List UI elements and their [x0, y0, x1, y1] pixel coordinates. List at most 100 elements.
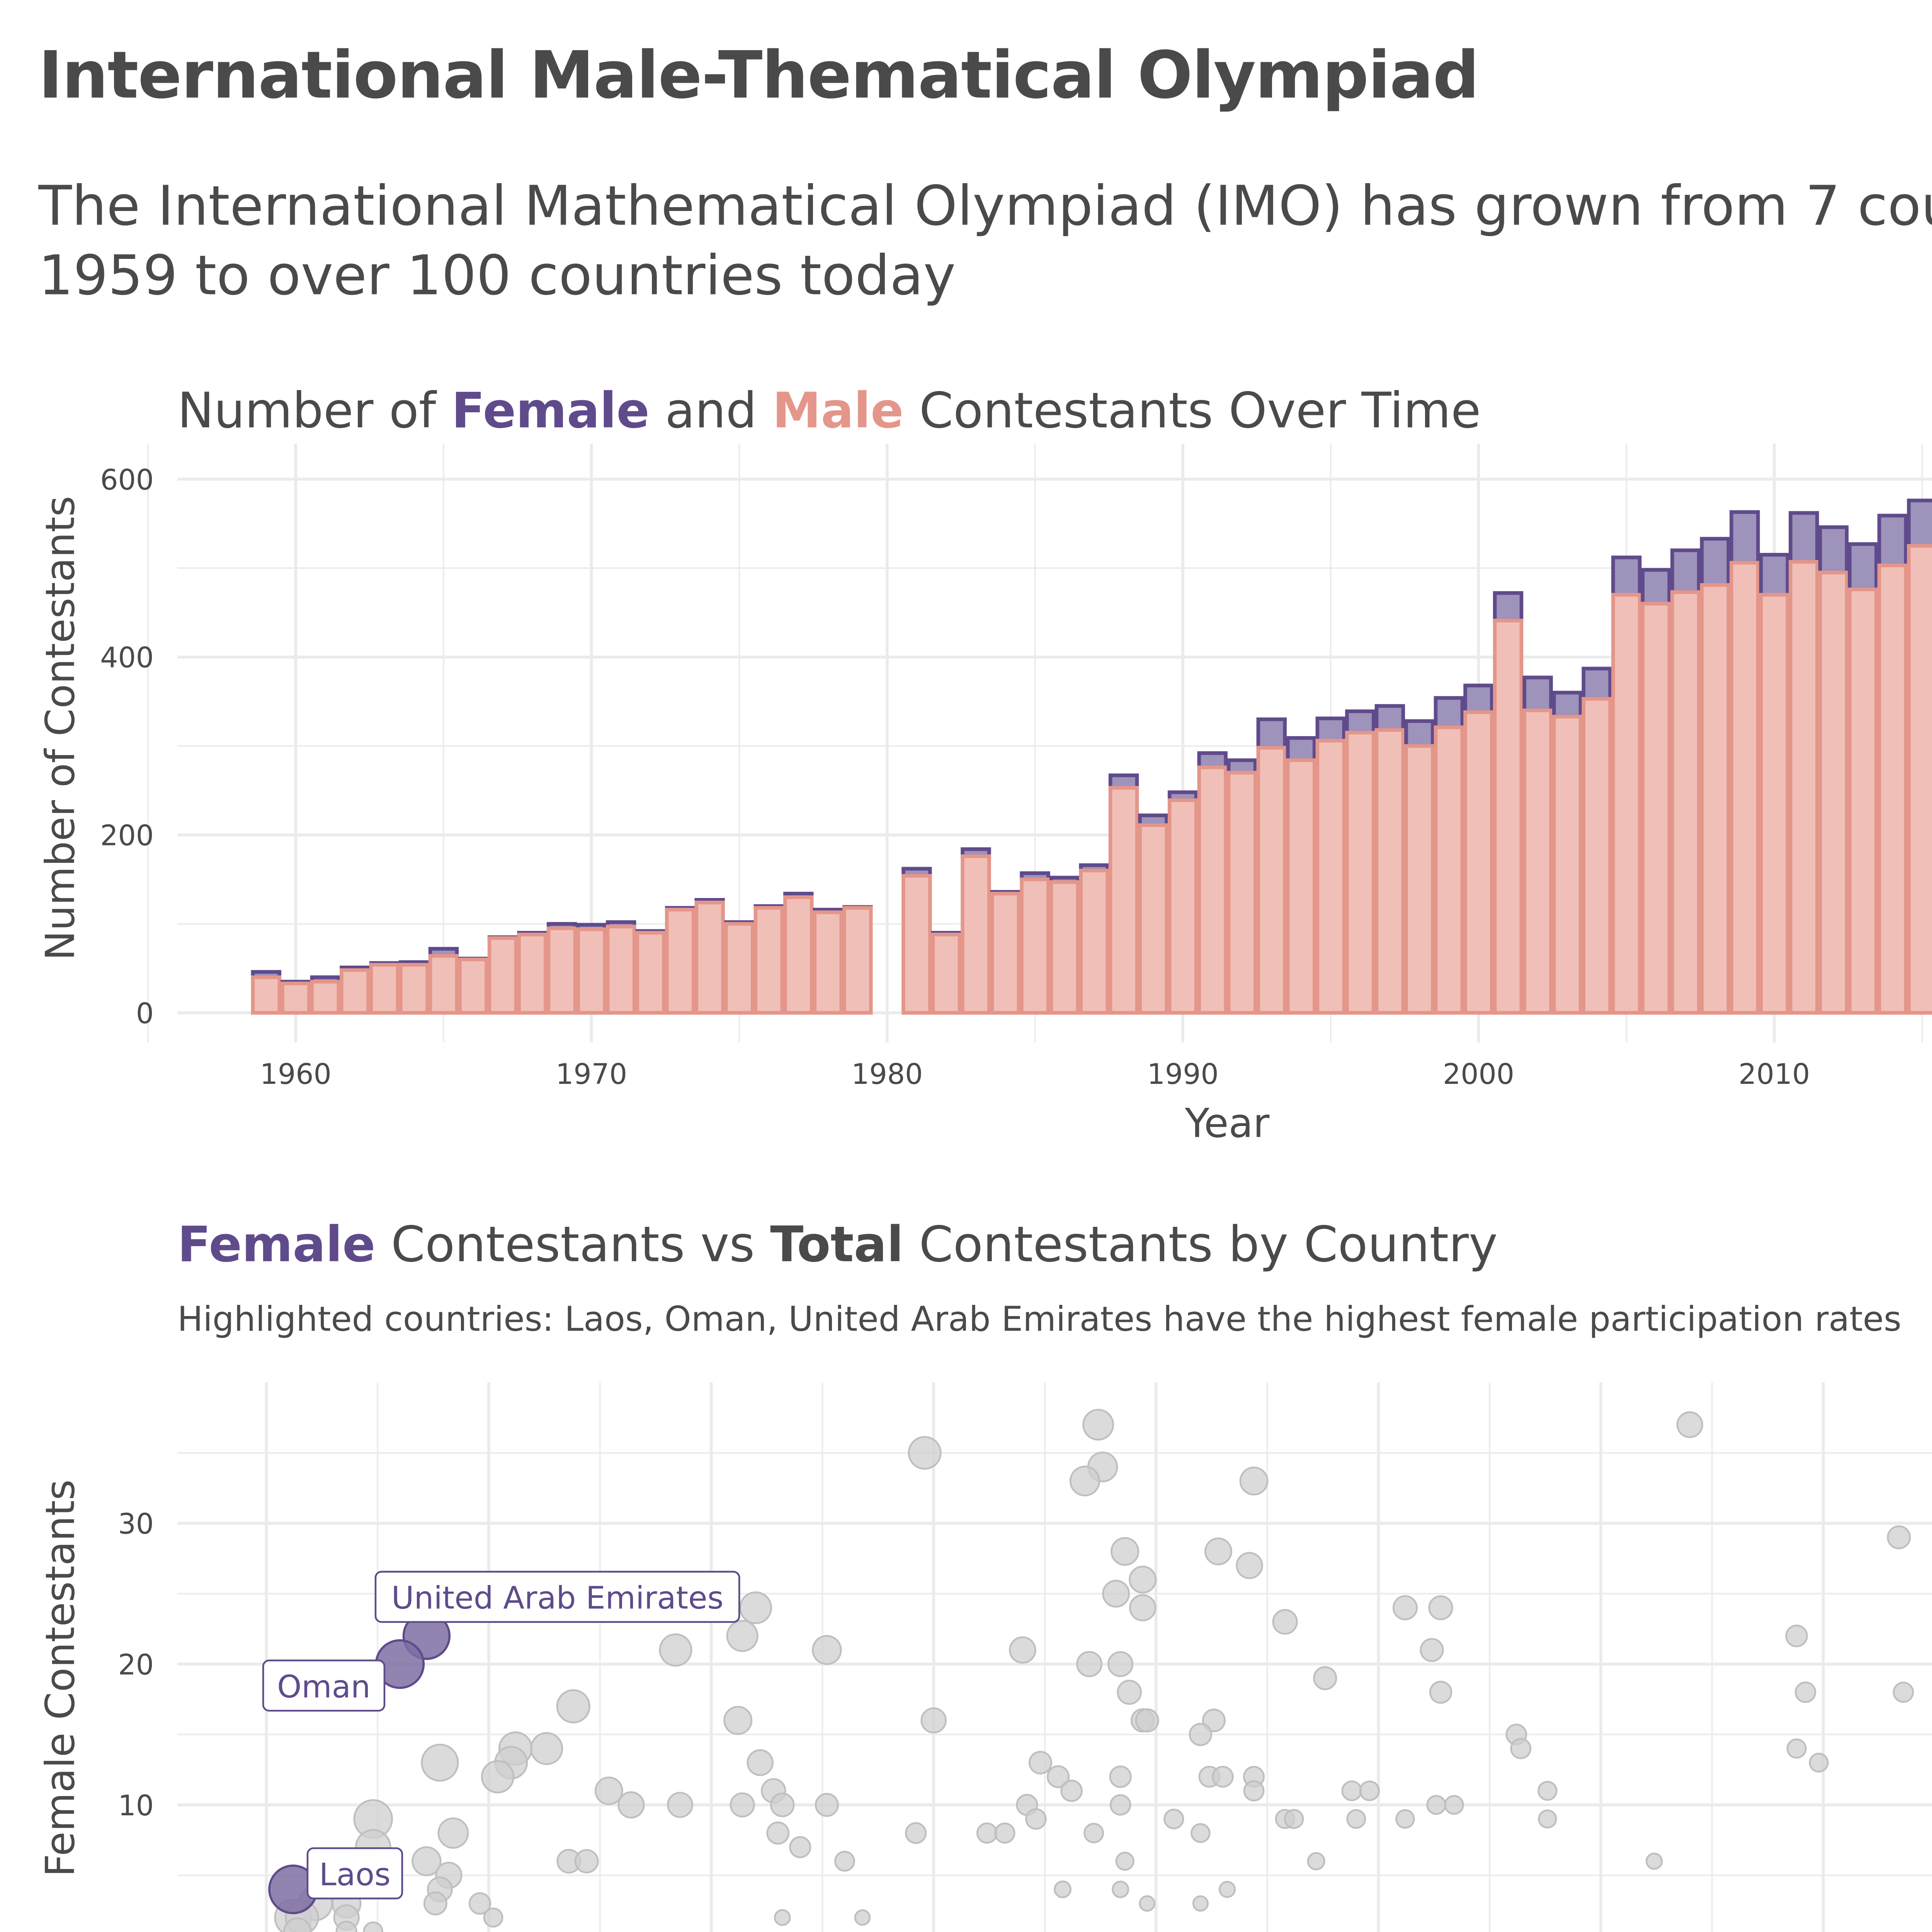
bar-male [1611, 593, 1642, 1015]
title-part: Contestants Over Time [903, 381, 1481, 439]
country-point [1785, 1624, 1808, 1648]
bar-male [1522, 708, 1553, 1015]
country-point [1272, 1609, 1298, 1635]
country-point [920, 1707, 947, 1734]
country-point [667, 1792, 693, 1818]
bar-male [399, 963, 429, 1015]
country-point [617, 1791, 645, 1819]
bar-male [1079, 869, 1109, 1015]
bar-male [1315, 738, 1346, 1015]
country-point [1395, 1809, 1415, 1829]
country-point [1192, 1895, 1209, 1912]
country-point [1129, 1565, 1157, 1594]
country-point [594, 1776, 623, 1805]
bar-male [753, 906, 784, 1015]
bar-male [369, 963, 400, 1015]
bar-male [783, 895, 814, 1015]
country-point [726, 1620, 759, 1652]
bar-male [1345, 731, 1376, 1015]
bar-male [340, 968, 370, 1015]
scatter-chart-title: Female Contestants vs Total Contestants … [177, 1215, 1498, 1273]
bar-male [576, 927, 607, 1015]
country-point [1893, 1682, 1914, 1703]
bar-male [1700, 583, 1730, 1015]
country-point [530, 1732, 563, 1765]
country-point [770, 1793, 795, 1817]
country-point [1786, 1738, 1807, 1759]
country-point [1426, 1795, 1446, 1815]
country-label: United Arab Emirates [391, 1580, 724, 1616]
x-tick-label: 1960 [260, 1058, 332, 1091]
country-point [1109, 1765, 1132, 1788]
country-point [815, 1793, 839, 1817]
country-point [1025, 1808, 1047, 1830]
country-point [423, 1891, 447, 1916]
y-tick-label: 0 [136, 1930, 154, 1932]
bar-male [1197, 765, 1228, 1015]
country-label: Oman [277, 1668, 371, 1705]
x-tick-label: 2000 [1443, 1058, 1514, 1091]
country-point [976, 1822, 998, 1844]
figure-subtitle: The International Mathematical Olympiad … [38, 174, 1932, 308]
country-point [1307, 1852, 1325, 1871]
country-point [1359, 1780, 1380, 1801]
country-point [481, 1760, 515, 1794]
bar-chart-title: Number of Female and Male Contestants Ov… [177, 381, 1481, 439]
country-label: Laos [319, 1856, 391, 1893]
country-point [1046, 1765, 1070, 1788]
country-point [1243, 1780, 1265, 1802]
bar-female [1907, 498, 1932, 548]
country-point [1676, 1411, 1703, 1438]
country-point [574, 1849, 599, 1874]
y-tick-label: 30 [118, 1508, 153, 1541]
bar-male [1108, 786, 1139, 1015]
bar-male [487, 936, 518, 1015]
bar-male [665, 908, 696, 1015]
bar-female [1759, 553, 1790, 597]
bar-male [694, 900, 725, 1015]
bar-male [1789, 560, 1819, 1015]
bar-female [1522, 675, 1553, 713]
country-point [1112, 1881, 1129, 1898]
bar-chart: 02004006001960197019801990200020102020Ye… [37, 443, 1932, 1147]
x-tick-label: 1980 [851, 1058, 923, 1091]
title-female: Female [451, 381, 650, 439]
country-point [1163, 1808, 1184, 1830]
bar-male [458, 957, 488, 1015]
country-point [1444, 1795, 1464, 1815]
bar-male [546, 926, 577, 1015]
country-point [812, 1635, 842, 1665]
bar-male [1227, 770, 1257, 1015]
country-point [283, 1917, 312, 1932]
country-point [1204, 1537, 1232, 1566]
bar-male [1877, 563, 1908, 1015]
bar-male [1582, 697, 1612, 1015]
country-point [1538, 1809, 1557, 1829]
x-tick-label: 1970 [556, 1058, 627, 1091]
y-tick-label: 600 [100, 464, 154, 497]
country-label-box [262, 1659, 386, 1712]
y-tick-label: 20 [118, 1649, 153, 1681]
country-point [1102, 1580, 1130, 1608]
bar-male [842, 906, 873, 1015]
country-point [994, 1822, 1015, 1844]
country-point [468, 1892, 492, 1915]
country-point [1510, 1738, 1532, 1759]
y-axis-label: Female Contestants [37, 1480, 83, 1877]
country-point [1139, 1895, 1156, 1912]
country-point [1313, 1666, 1337, 1690]
country-point [437, 1817, 469, 1849]
bar-male [1020, 878, 1050, 1015]
bar-female [1434, 696, 1464, 730]
bar-male [1848, 587, 1878, 1015]
country-point [834, 1850, 855, 1872]
title-total: Total [770, 1215, 904, 1273]
country-point [1115, 1852, 1134, 1871]
title-part: and [649, 381, 772, 439]
country-point [723, 1706, 753, 1735]
country-point [766, 1821, 790, 1845]
country-point [1392, 1595, 1418, 1621]
country-point [739, 1591, 772, 1624]
